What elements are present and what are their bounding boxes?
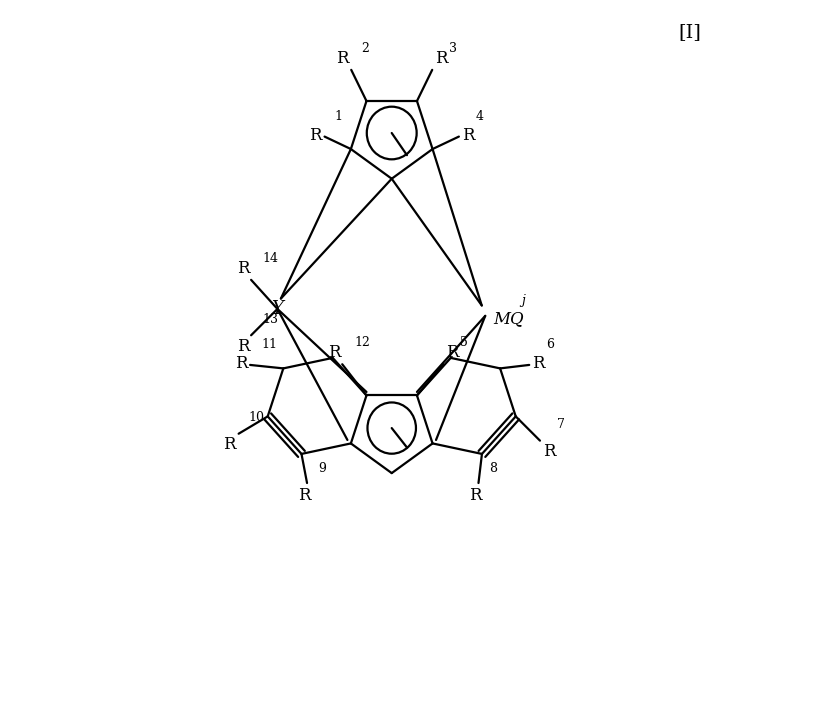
- Text: j: j: [521, 294, 526, 307]
- Text: R: R: [446, 344, 459, 362]
- Text: R: R: [469, 487, 482, 504]
- Text: 5: 5: [460, 336, 468, 349]
- Text: R: R: [309, 127, 322, 144]
- Text: 7: 7: [557, 418, 564, 431]
- Text: R: R: [328, 344, 341, 362]
- Text: R: R: [238, 260, 250, 277]
- Text: 11: 11: [262, 338, 277, 351]
- Text: Y: Y: [271, 300, 283, 318]
- Text: 3: 3: [449, 41, 457, 55]
- Text: 9: 9: [318, 462, 326, 475]
- Text: MQ: MQ: [493, 310, 524, 327]
- Text: 1: 1: [334, 110, 342, 123]
- Text: R: R: [532, 355, 544, 372]
- Text: 14: 14: [263, 252, 279, 264]
- Text: 12: 12: [354, 336, 370, 349]
- Text: R: R: [224, 437, 236, 454]
- Text: R: R: [336, 50, 348, 67]
- Text: 8: 8: [489, 462, 497, 475]
- Text: R: R: [543, 444, 555, 461]
- Text: R: R: [235, 355, 247, 372]
- Text: R: R: [435, 50, 447, 67]
- Text: 2: 2: [361, 41, 369, 55]
- Text: R: R: [298, 487, 310, 504]
- Text: R: R: [462, 127, 474, 144]
- Text: 6: 6: [546, 338, 554, 351]
- Text: 13: 13: [263, 313, 279, 325]
- Text: 10: 10: [248, 411, 264, 424]
- Text: [I]: [I]: [678, 23, 701, 41]
- Text: R: R: [238, 338, 250, 355]
- Text: 4: 4: [475, 110, 483, 123]
